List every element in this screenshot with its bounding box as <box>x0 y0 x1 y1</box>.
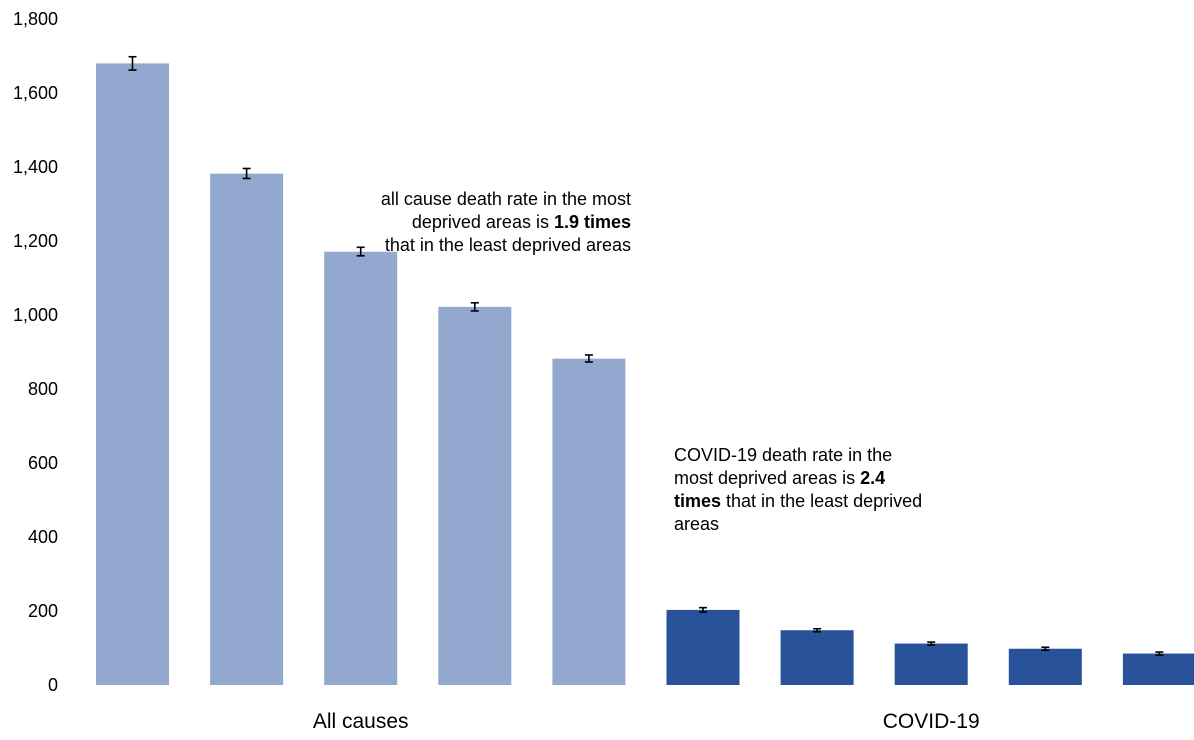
annotation-covid-19: COVID-19 death rate in the most deprived… <box>674 444 934 536</box>
y-tick-label: 400 <box>28 527 58 547</box>
bar <box>210 173 284 685</box>
annotation-emphasis: 2.4 times <box>674 468 886 511</box>
bar <box>552 358 626 685</box>
annotation-text: that in the least deprived areas <box>384 235 631 255</box>
y-tick-label: 800 <box>28 379 58 399</box>
bar <box>1122 653 1194 685</box>
y-tick-label: 600 <box>28 453 58 473</box>
bar <box>324 251 398 686</box>
bar <box>96 63 169 685</box>
y-tick-label: 1,200 <box>13 231 58 251</box>
annotation-text: COVID-19 death rate in the most deprived… <box>674 445 893 488</box>
bar <box>1008 648 1082 685</box>
annotation-all-causes: all cause death rate in the most deprive… <box>378 188 631 257</box>
annotation-emphasis: 1.9 times <box>553 212 631 232</box>
y-tick-label: 0 <box>48 675 58 695</box>
annotation-text: all cause death rate in the most deprive… <box>380 189 631 232</box>
annotation-text: that in the least deprived areas <box>674 491 923 534</box>
y-tick-label: 1,000 <box>13 305 58 325</box>
bar <box>894 643 968 685</box>
y-tick-label: 200 <box>28 601 58 621</box>
y-tick-label: 1,800 <box>13 9 58 29</box>
category-label: COVID-19 <box>883 710 980 733</box>
bar <box>780 630 854 685</box>
y-tick-label: 1,600 <box>13 83 58 103</box>
bar <box>666 609 740 685</box>
category-label: All causes <box>313 710 409 733</box>
bar <box>438 306 512 685</box>
y-tick-label: 1,400 <box>13 157 58 177</box>
